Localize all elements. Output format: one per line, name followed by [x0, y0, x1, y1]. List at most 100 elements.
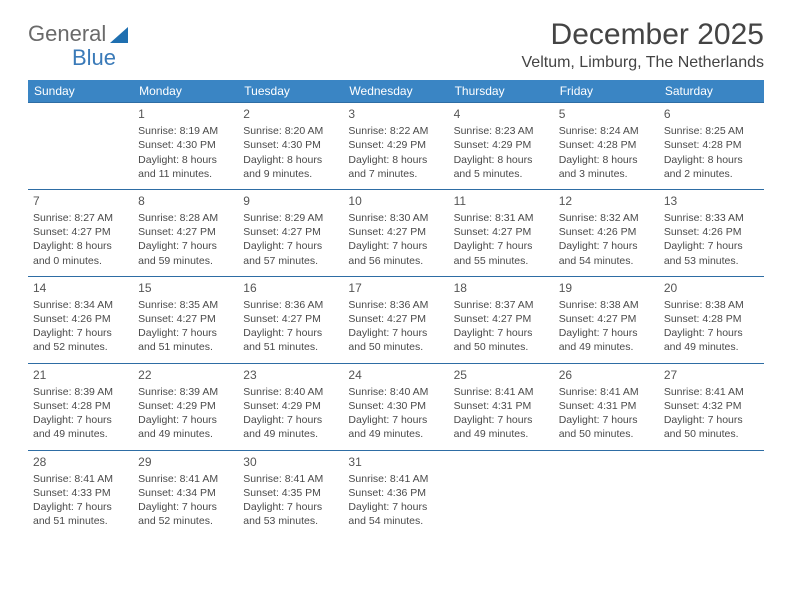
- daylight-text: Daylight: 7 hours and 51 minutes.: [138, 326, 233, 354]
- sunset-text: Sunset: 4:29 PM: [454, 138, 549, 152]
- calendar-cell: 3Sunrise: 8:22 AMSunset: 4:29 PMDaylight…: [343, 103, 448, 190]
- calendar-cell: 8Sunrise: 8:28 AMSunset: 4:27 PMDaylight…: [133, 189, 238, 276]
- sunset-text: Sunset: 4:29 PM: [348, 138, 443, 152]
- sunset-text: Sunset: 4:27 PM: [454, 312, 549, 326]
- logo-blue: Blue: [28, 48, 132, 68]
- daylight-text: Daylight: 7 hours and 51 minutes.: [33, 500, 128, 528]
- calendar-cell: [28, 103, 133, 190]
- day-number: 12: [559, 193, 654, 209]
- sunset-text: Sunset: 4:28 PM: [664, 312, 759, 326]
- day-header: Friday: [554, 80, 659, 103]
- daylight-text: Daylight: 7 hours and 54 minutes.: [559, 239, 654, 267]
- day-number: 23: [243, 367, 338, 383]
- title-block: December 2025 Veltum, Limburg, The Nethe…: [522, 18, 765, 72]
- sunrise-text: Sunrise: 8:41 AM: [138, 472, 233, 486]
- daylight-text: Daylight: 8 hours and 7 minutes.: [348, 153, 443, 181]
- daylight-text: Daylight: 7 hours and 49 minutes.: [559, 326, 654, 354]
- calendar-cell: 28Sunrise: 8:41 AMSunset: 4:33 PMDayligh…: [28, 450, 133, 536]
- daylight-text: Daylight: 8 hours and 11 minutes.: [138, 153, 233, 181]
- sunrise-text: Sunrise: 8:41 AM: [33, 472, 128, 486]
- sunset-text: Sunset: 4:29 PM: [138, 399, 233, 413]
- sunset-text: Sunset: 4:27 PM: [348, 312, 443, 326]
- day-number: 31: [348, 454, 443, 470]
- calendar-cell: 30Sunrise: 8:41 AMSunset: 4:35 PMDayligh…: [238, 450, 343, 536]
- day-number: 20: [664, 280, 759, 296]
- sunrise-text: Sunrise: 8:41 AM: [559, 385, 654, 399]
- day-number: 27: [664, 367, 759, 383]
- daylight-text: Daylight: 7 hours and 52 minutes.: [138, 500, 233, 528]
- calendar-body: 1Sunrise: 8:19 AMSunset: 4:30 PMDaylight…: [28, 103, 764, 537]
- day-number: 11: [454, 193, 549, 209]
- day-number: 9: [243, 193, 338, 209]
- sunset-text: Sunset: 4:27 PM: [33, 225, 128, 239]
- calendar-cell: 29Sunrise: 8:41 AMSunset: 4:34 PMDayligh…: [133, 450, 238, 536]
- sunset-text: Sunset: 4:27 PM: [348, 225, 443, 239]
- sunset-text: Sunset: 4:34 PM: [138, 486, 233, 500]
- calendar-cell: 15Sunrise: 8:35 AMSunset: 4:27 PMDayligh…: [133, 276, 238, 363]
- day-number: 30: [243, 454, 338, 470]
- logo-text-block: General Blue: [28, 24, 132, 68]
- calendar-cell: [659, 450, 764, 536]
- calendar-cell: 7Sunrise: 8:27 AMSunset: 4:27 PMDaylight…: [28, 189, 133, 276]
- calendar-cell: 11Sunrise: 8:31 AMSunset: 4:27 PMDayligh…: [449, 189, 554, 276]
- calendar-cell: 10Sunrise: 8:30 AMSunset: 4:27 PMDayligh…: [343, 189, 448, 276]
- daylight-text: Daylight: 7 hours and 55 minutes.: [454, 239, 549, 267]
- sunrise-text: Sunrise: 8:34 AM: [33, 298, 128, 312]
- sunrise-text: Sunrise: 8:41 AM: [348, 472, 443, 486]
- sunrise-text: Sunrise: 8:37 AM: [454, 298, 549, 312]
- calendar-cell: 24Sunrise: 8:40 AMSunset: 4:30 PMDayligh…: [343, 363, 448, 450]
- month-title: December 2025: [522, 18, 765, 52]
- day-number: 13: [664, 193, 759, 209]
- sunrise-text: Sunrise: 8:41 AM: [243, 472, 338, 486]
- sunrise-text: Sunrise: 8:41 AM: [664, 385, 759, 399]
- daylight-text: Daylight: 7 hours and 53 minutes.: [664, 239, 759, 267]
- calendar-cell: 9Sunrise: 8:29 AMSunset: 4:27 PMDaylight…: [238, 189, 343, 276]
- sunset-text: Sunset: 4:30 PM: [243, 138, 338, 152]
- calendar-cell: 31Sunrise: 8:41 AMSunset: 4:36 PMDayligh…: [343, 450, 448, 536]
- sunrise-text: Sunrise: 8:33 AM: [664, 211, 759, 225]
- daylight-text: Daylight: 7 hours and 51 minutes.: [243, 326, 338, 354]
- sunset-text: Sunset: 4:31 PM: [454, 399, 549, 413]
- day-number: 14: [33, 280, 128, 296]
- day-header: Wednesday: [343, 80, 448, 103]
- daylight-text: Daylight: 7 hours and 57 minutes.: [243, 239, 338, 267]
- day-number: 28: [33, 454, 128, 470]
- sunrise-text: Sunrise: 8:29 AM: [243, 211, 338, 225]
- sunrise-text: Sunrise: 8:41 AM: [454, 385, 549, 399]
- day-number: 18: [454, 280, 549, 296]
- daylight-text: Daylight: 8 hours and 5 minutes.: [454, 153, 549, 181]
- calendar-cell: 2Sunrise: 8:20 AMSunset: 4:30 PMDaylight…: [238, 103, 343, 190]
- day-header: Sunday: [28, 80, 133, 103]
- location: Veltum, Limburg, The Netherlands: [522, 54, 765, 72]
- calendar-cell: 23Sunrise: 8:40 AMSunset: 4:29 PMDayligh…: [238, 363, 343, 450]
- calendar-cell: 25Sunrise: 8:41 AMSunset: 4:31 PMDayligh…: [449, 363, 554, 450]
- daylight-text: Daylight: 8 hours and 0 minutes.: [33, 239, 128, 267]
- day-number: 15: [138, 280, 233, 296]
- daylight-text: Daylight: 8 hours and 9 minutes.: [243, 153, 338, 181]
- calendar-cell: 17Sunrise: 8:36 AMSunset: 4:27 PMDayligh…: [343, 276, 448, 363]
- day-number: 22: [138, 367, 233, 383]
- sunrise-text: Sunrise: 8:31 AM: [454, 211, 549, 225]
- sunrise-text: Sunrise: 8:27 AM: [33, 211, 128, 225]
- sunrise-text: Sunrise: 8:25 AM: [664, 124, 759, 138]
- sunset-text: Sunset: 4:26 PM: [559, 225, 654, 239]
- sunset-text: Sunset: 4:28 PM: [664, 138, 759, 152]
- sunset-text: Sunset: 4:31 PM: [559, 399, 654, 413]
- day-number: 16: [243, 280, 338, 296]
- sunrise-text: Sunrise: 8:30 AM: [348, 211, 443, 225]
- sunset-text: Sunset: 4:28 PM: [33, 399, 128, 413]
- calendar-week: 28Sunrise: 8:41 AMSunset: 4:33 PMDayligh…: [28, 450, 764, 536]
- daylight-text: Daylight: 7 hours and 49 minutes.: [243, 413, 338, 441]
- day-header: Monday: [133, 80, 238, 103]
- day-number: 24: [348, 367, 443, 383]
- day-number: 19: [559, 280, 654, 296]
- day-header: Tuesday: [238, 80, 343, 103]
- daylight-text: Daylight: 7 hours and 53 minutes.: [243, 500, 338, 528]
- sunset-text: Sunset: 4:26 PM: [33, 312, 128, 326]
- calendar-cell: 19Sunrise: 8:38 AMSunset: 4:27 PMDayligh…: [554, 276, 659, 363]
- sunrise-text: Sunrise: 8:28 AM: [138, 211, 233, 225]
- day-number: 17: [348, 280, 443, 296]
- sunset-text: Sunset: 4:27 PM: [138, 225, 233, 239]
- calendar-cell: [554, 450, 659, 536]
- calendar-week: 1Sunrise: 8:19 AMSunset: 4:30 PMDaylight…: [28, 103, 764, 190]
